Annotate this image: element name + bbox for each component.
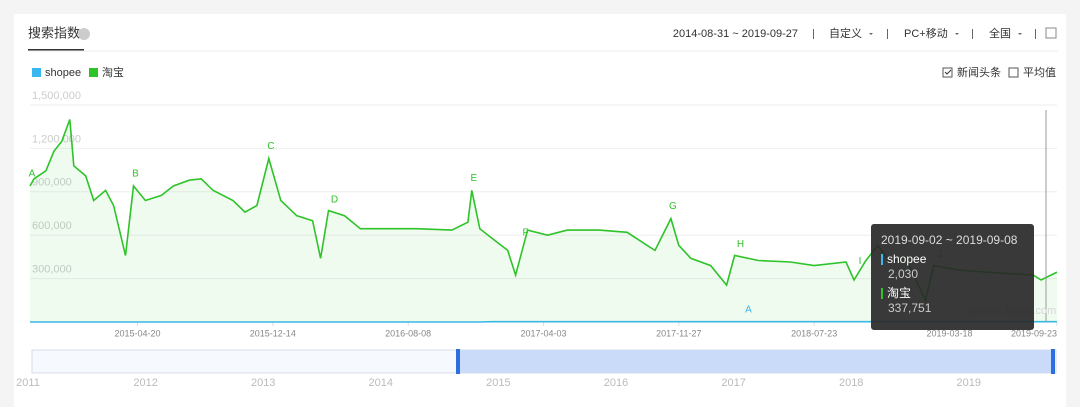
tooltip: 2019-09-02 ~ 2019-09-08 shopee 2,030 淘宝 …	[871, 224, 1034, 330]
option-news[interactable]: 新闻头条	[957, 65, 1001, 79]
tooltip-name: shopee	[887, 252, 927, 266]
annotation: F	[523, 228, 529, 239]
slider-year: 2015	[486, 377, 510, 389]
tooltip-swatch	[881, 254, 883, 265]
range-selection[interactable]	[458, 350, 1054, 373]
annotation: E	[471, 173, 478, 184]
option-average[interactable]: 平均值	[1023, 66, 1056, 79]
legend-swatch	[32, 68, 41, 77]
slider-year: 2018	[839, 377, 863, 389]
y-tick-label: 1,200,000	[32, 133, 81, 145]
annotation: B	[132, 169, 139, 180]
checkbox-average[interactable]	[1008, 67, 1019, 78]
help-icon[interactable]	[78, 28, 90, 40]
slider-year: 2019	[957, 377, 981, 389]
panel	[14, 14, 1066, 407]
annotation: A	[29, 169, 36, 180]
range-handle[interactable]	[456, 349, 460, 374]
slider-years: 2011 2012 2013 2014 2015 2016 2017 2018 2019	[16, 377, 981, 389]
x-tick-label: 2015-12-14	[250, 328, 296, 338]
y-tick-label: 300,000	[32, 264, 72, 276]
annotation: D	[331, 195, 338, 206]
tooltip-period: 2019-09-02 ~ 2019-09-08	[881, 233, 1018, 247]
x-tick-label: 2016-08-08	[385, 328, 431, 338]
panel-title: 搜索指数	[28, 25, 80, 40]
slider-year: 2013	[251, 377, 275, 389]
annotation: I	[859, 256, 862, 267]
check-mark	[944, 69, 952, 75]
annotation: G	[669, 201, 677, 212]
tooltip-box	[871, 224, 1034, 330]
checkbox-news[interactable]	[942, 67, 953, 78]
x-tick-label: 2017-11-27	[656, 328, 701, 338]
plot: 300,000 600,000 900,000 1,200,000 1,500,000 2…	[29, 90, 1058, 338]
legend-swatch	[89, 68, 98, 77]
slider-year: 2012	[133, 377, 157, 389]
legend-label: shopee	[45, 67, 81, 79]
slider-year: 2014	[369, 377, 393, 389]
export-icon[interactable]	[1045, 27, 1057, 39]
tooltip-value: 2,030	[888, 267, 918, 281]
slider-year: 2017	[721, 377, 745, 389]
x-tick-label: 2015-04-20	[114, 328, 160, 338]
range-handle[interactable]	[1051, 349, 1055, 374]
annotation: A	[745, 304, 752, 315]
tooltip-swatch	[881, 288, 883, 299]
x-tick-label: 2018-07-23	[791, 328, 837, 338]
custom-select[interactable]: 自定义	[829, 26, 862, 40]
slider-year: 2016	[604, 377, 628, 389]
tooltip-value: 337,751	[888, 301, 932, 315]
y-tick-label: 1,500,000	[32, 90, 81, 102]
annotation: C	[267, 141, 274, 152]
legend-label: 淘宝	[102, 65, 124, 79]
x-tick-label: 2019-03-18	[926, 328, 972, 338]
x-tick-label: 2017-04-03	[520, 328, 566, 338]
area	[30, 119, 1057, 322]
x-tick-label: 2019-09-23	[1011, 328, 1057, 338]
device-select[interactable]: PC+移动	[904, 27, 948, 40]
y-tick-label: 600,000	[32, 220, 72, 232]
region-select[interactable]: 全国	[989, 26, 1011, 40]
annotation: H	[737, 239, 744, 250]
tooltip-name: 淘宝	[887, 286, 911, 300]
y-tick-label: 900,000	[32, 177, 72, 189]
date-range[interactable]: 2014-08-31 ~ 2019-09-27	[673, 28, 798, 40]
slider-year: 2011	[16, 377, 40, 389]
series-line	[29, 119, 1058, 303]
separators	[813, 29, 1036, 39]
